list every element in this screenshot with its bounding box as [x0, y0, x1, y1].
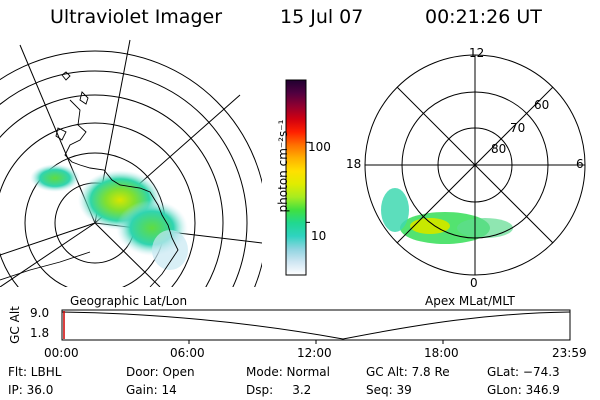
aurora-emission-left [30, 164, 188, 270]
colorbar-ticks [306, 141, 310, 223]
date-label: 15 Jul 07 [280, 6, 364, 28]
timeline-tick-marks [188, 340, 444, 344]
colorbar-bar [285, 79, 307, 276]
timeline-ylabel: GC Alt [7, 306, 22, 344]
status-seq: Seq: 39 [366, 383, 412, 397]
colorbar-tick-100: 100 [308, 140, 331, 154]
polar-grid [364, 54, 586, 276]
timeline-xtick-2359: 23:59 [552, 346, 587, 360]
timeline-ytick-top: 9.0 [30, 306, 50, 320]
timeline-xtick-0000: 00:00 [44, 346, 79, 360]
status-glat: GLat: −74.3 [487, 365, 560, 379]
geographic-map-label: Geographic Lat/Lon [70, 294, 188, 308]
mlt-label-18: 18 [346, 157, 362, 171]
mlt-label-6: 6 [576, 157, 584, 171]
status-ip: IP: 36.0 [8, 383, 54, 397]
timeline-xtick-1800: 18:00 [424, 346, 459, 360]
colorbar-tick-10: 10 [311, 229, 327, 243]
geographic-map [0, 39, 262, 287]
timeline-ytick-bottom: 1.8 [30, 326, 50, 340]
status-glon: GLon: 346.9 [487, 383, 560, 397]
mlt-label-0: 0 [470, 276, 478, 290]
altitude-curve [61, 311, 571, 340]
status-filter: Flt: LBHL [8, 365, 62, 379]
mlat-label-60: 60 [534, 98, 550, 112]
apex-map-label: Apex MLat/MLT [425, 294, 515, 308]
status-dsp: Dsp: 3.2 [246, 383, 312, 397]
status-gc-alt: GC Alt: 7.8 Re [366, 365, 450, 379]
polar-mlat-mlt-map [364, 54, 586, 276]
colorbar-unit-label: photon cm⁻²s⁻¹ [276, 119, 290, 213]
colorbar [285, 79, 310, 276]
instrument-title: Ultraviolet Imager [50, 6, 223, 28]
altitude-timeline [61, 309, 571, 344]
status-gain: Gain: 14 [126, 383, 177, 397]
timeline-xtick-1200: 12:00 [297, 346, 332, 360]
time-label: 00:21:26 UT [425, 6, 542, 28]
coastline [0, 71, 179, 287]
timeline-xtick-0600: 06:00 [170, 346, 205, 360]
mlt-label-12: 12 [469, 46, 485, 60]
mlat-label-80: 80 [491, 142, 507, 156]
status-door: Door: Open [126, 365, 195, 379]
mlat-label-70: 70 [510, 121, 526, 135]
aurora-emission-right [381, 188, 513, 244]
status-mode: Mode: Normal [246, 365, 330, 379]
